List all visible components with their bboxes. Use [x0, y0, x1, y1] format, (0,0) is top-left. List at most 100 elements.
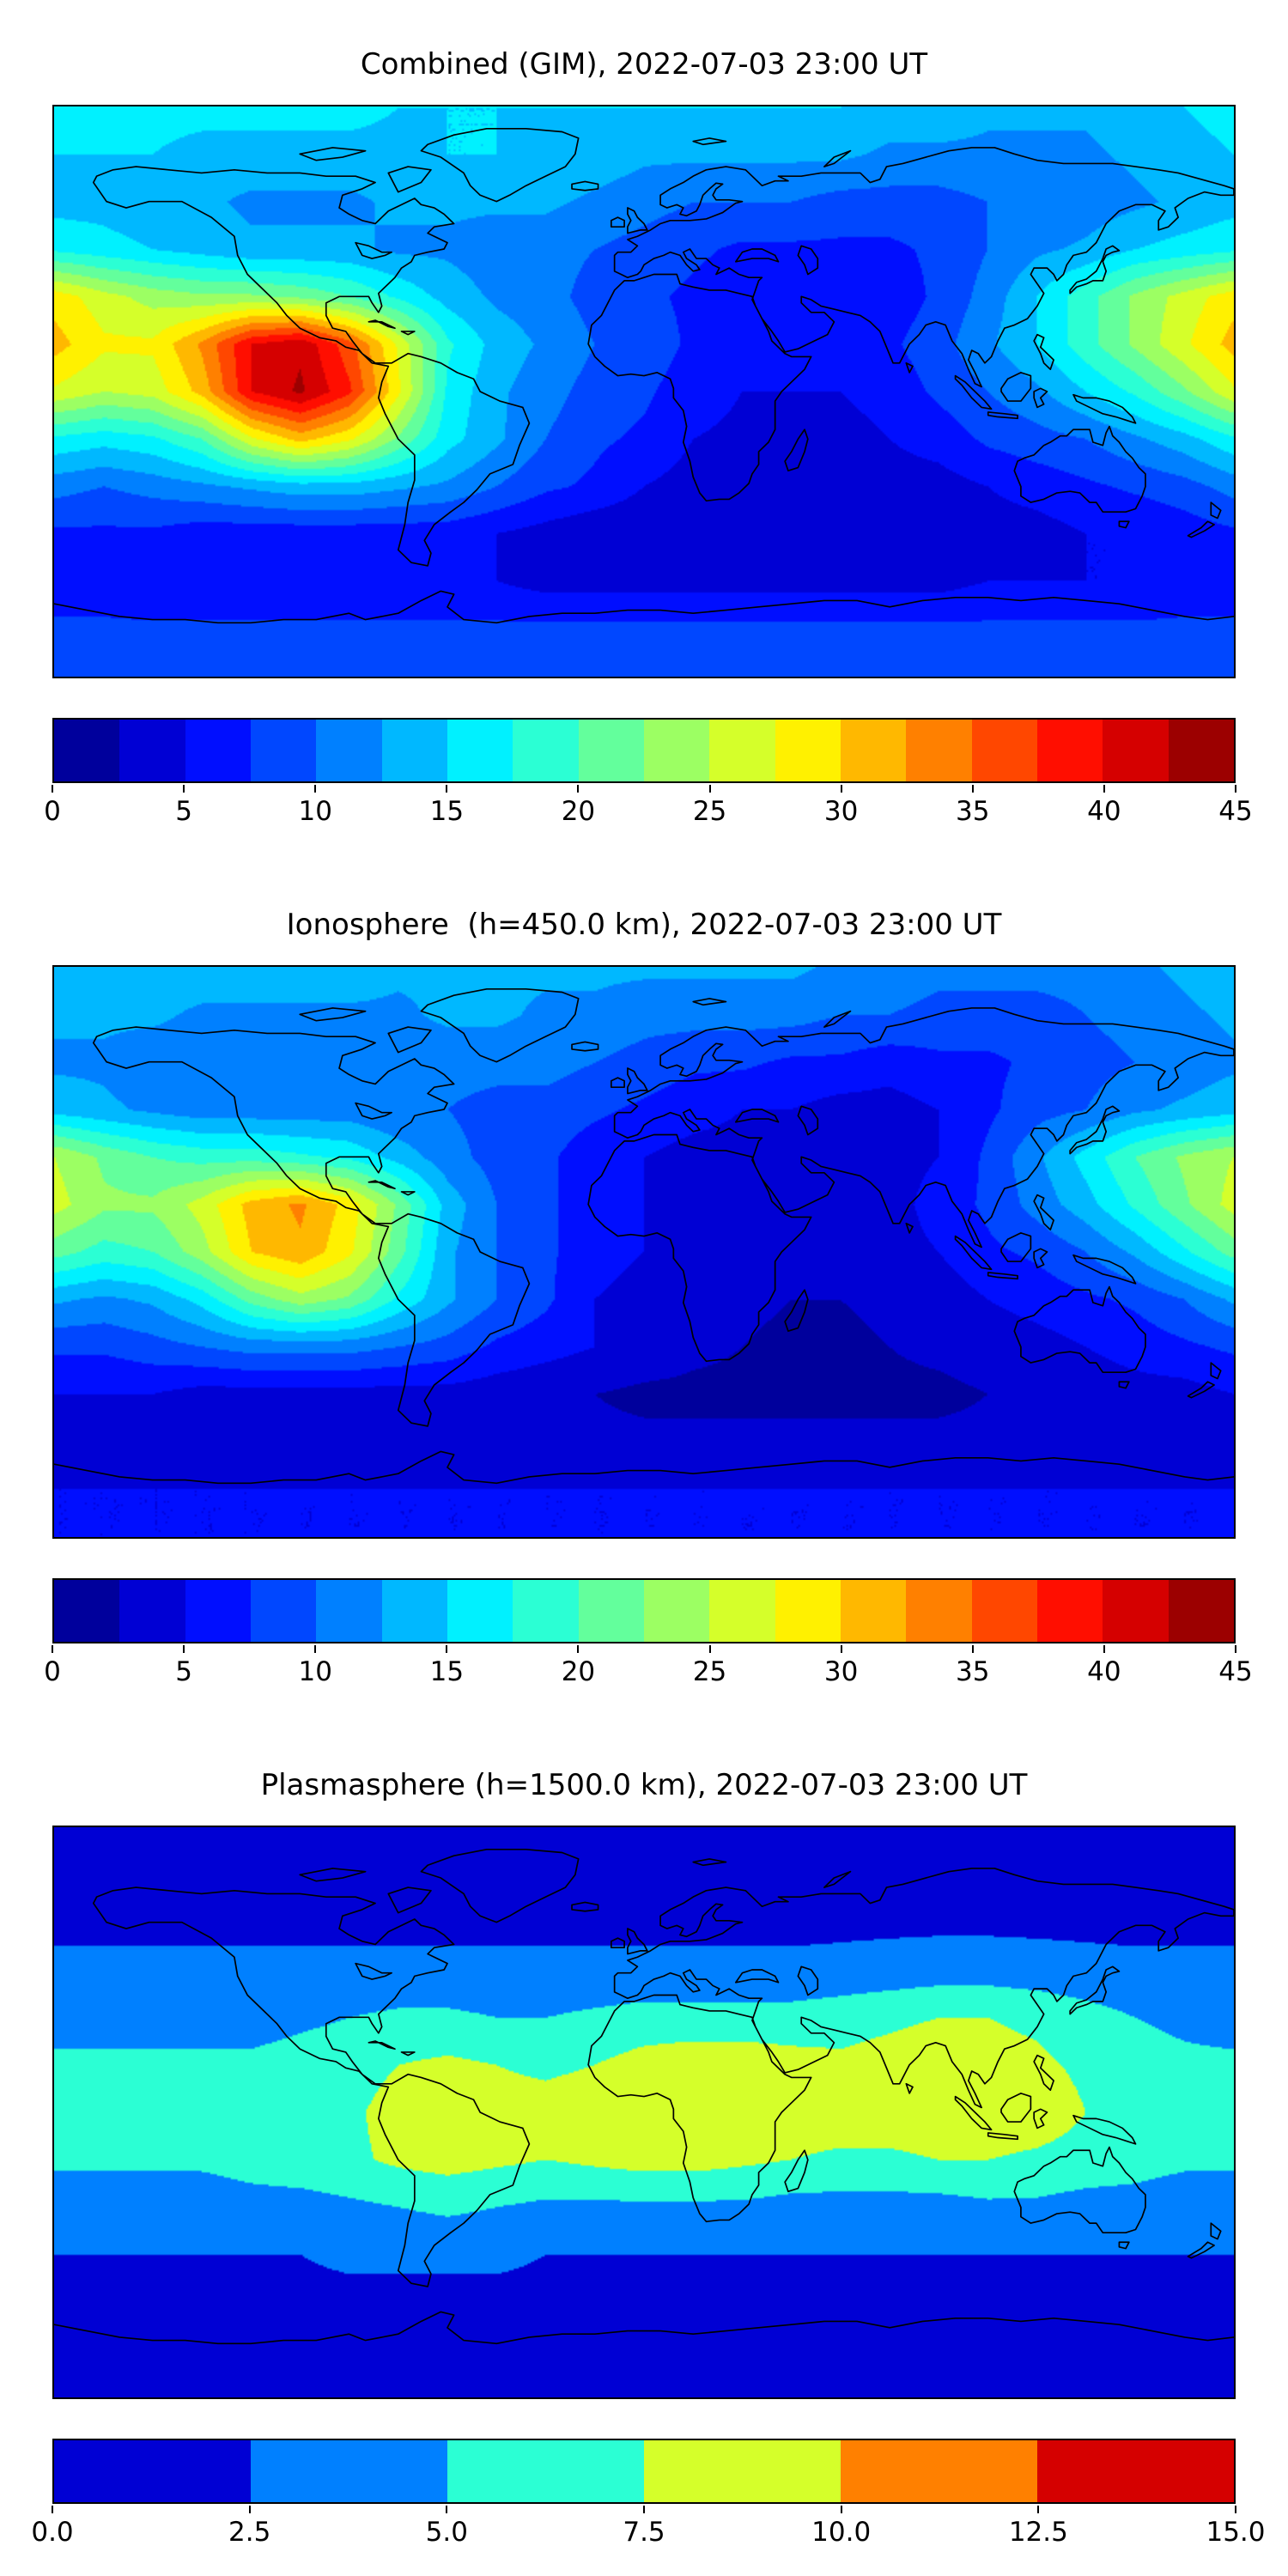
coastline-path	[92, 1848, 1234, 2287]
colorbar-segment	[1103, 720, 1169, 781]
colorbar-tick-label: 5.0	[425, 2517, 468, 2548]
colorbar-tick-label: 45	[1218, 796, 1253, 827]
colorbar-tick-mark	[840, 2506, 842, 2513]
colorbar-tick-label: 15.0	[1206, 2517, 1266, 2548]
colorbar-tick-mark	[314, 1645, 317, 1653]
colorbar-tick-mark	[1103, 1645, 1105, 1653]
colorbar-tick-mark	[971, 1645, 974, 1653]
colorbar-segment	[1036, 1580, 1103, 1642]
colorbar-tick-label: 15	[429, 1656, 465, 1687]
colorbar-segment	[775, 720, 841, 781]
colorbar-tick-mark	[446, 785, 448, 793]
antarctica-coast-path	[54, 1450, 1234, 1485]
colorbar-segment	[381, 1580, 447, 1642]
coastlines-overlay	[54, 1848, 1234, 2345]
colorbar	[52, 2439, 1236, 2504]
coastlines-overlay	[54, 987, 1234, 1485]
panel-plasmasphere: Plasmasphere (h=1500.0 km), 2022-07-03 2…	[31, 1692, 1266, 2552]
colorbar-segment	[251, 2440, 447, 2502]
colorbar-tick-mark	[971, 785, 974, 793]
colorbar-tick-label: 45	[1218, 1656, 1253, 1687]
colorbar-segment	[643, 1580, 710, 1642]
colorbar-segment	[316, 1580, 382, 1642]
coastline-path	[92, 127, 1234, 567]
colorbar-segment	[513, 720, 579, 781]
colorbar-tick-mark	[577, 1645, 580, 1653]
antarctica-coast-path	[54, 590, 1234, 624]
colorbar-tick-mark	[1235, 785, 1236, 793]
coastline-path	[92, 987, 1234, 1427]
colorbar-segment	[1168, 720, 1234, 781]
colorbar-tick-mark	[52, 2506, 53, 2513]
colorbar-tick-label: 10	[298, 1656, 332, 1687]
colorbar-tick-label: 2.5	[228, 2517, 271, 2548]
colorbar-tick-label: 15	[429, 796, 465, 827]
colorbar-segment	[54, 2440, 251, 2502]
map-combined	[52, 105, 1236, 678]
colorbar-segment	[447, 720, 513, 781]
colorbar-segment	[185, 720, 251, 781]
colorbar-tick-mark	[1235, 2506, 1236, 2513]
colorbar-segment	[381, 720, 447, 781]
colorbar-segment	[971, 1580, 1037, 1642]
colorbar-segment	[185, 1580, 251, 1642]
map-ionosphere	[52, 965, 1236, 1539]
colorbar-segment	[447, 1580, 513, 1642]
panel-title: Ionosphere (h=450.0 km), 2022-07-03 23:0…	[286, 908, 1002, 942]
colorbar-segment	[316, 720, 382, 781]
colorbar-segment	[1037, 2440, 1234, 2502]
colorbar-tick-label: 0.0	[31, 2517, 74, 2548]
panel-ionosphere: Ionosphere (h=450.0 km), 2022-07-03 23:0…	[44, 831, 1253, 1692]
colorbar-tick-mark	[708, 1645, 711, 1653]
colorbar-tick-mark	[840, 1645, 842, 1653]
colorbar-tick-label: 35	[956, 796, 990, 827]
antarctica-coast-path	[54, 2311, 1234, 2345]
colorbar-segment	[840, 720, 907, 781]
colorbar-ticks: 0 5 10 15 20 25 30 35 40 45	[44, 1645, 1253, 1692]
colorbar-tick-mark	[1037, 2506, 1040, 2513]
colorbar-tick-label: 40	[1087, 796, 1121, 827]
panel-combined: Combined (GIM), 2022-07-03 23:00 UT 0 5 10…	[44, 0, 1253, 831]
colorbar-segment	[643, 720, 710, 781]
colorbar-segment	[250, 720, 317, 781]
colorbar-segment	[447, 2440, 644, 2502]
colorbar-tick-label: 35	[956, 1656, 990, 1687]
tec-heatmap-canvas	[54, 106, 1234, 677]
colorbar-segment	[840, 1580, 907, 1642]
colorbar-segment	[54, 720, 120, 781]
colorbar-tick-label: 0	[44, 1656, 61, 1687]
colorbar-tick-mark	[1235, 1645, 1236, 1653]
colorbar-segment	[250, 1580, 317, 1642]
colorbar-tick-label: 10.0	[811, 2517, 872, 2548]
colorbar-tick-label: 40	[1087, 1656, 1121, 1687]
colorbar-segment	[1168, 1580, 1234, 1642]
colorbar-segment	[119, 720, 185, 781]
colorbar-ticks: 0 5 10 15 20 25 30 35 40 45	[44, 785, 1253, 831]
colorbar-tick-mark	[446, 1645, 448, 1653]
colorbar-tick-label: 20	[561, 796, 596, 827]
colorbar-tick-label: 25	[692, 796, 727, 827]
colorbar-tick-label: 5	[175, 1656, 192, 1687]
colorbar-tick-mark	[248, 2506, 251, 2513]
colorbar	[52, 718, 1236, 783]
colorbar-tick-mark	[314, 785, 317, 793]
tec-heatmap-canvas	[54, 1827, 1234, 2397]
colorbar-tick-label: 30	[823, 796, 859, 827]
colorbar-tick-label: 12.5	[1008, 2517, 1068, 2548]
colorbar-segment	[906, 1580, 972, 1642]
colorbar-tick-mark	[52, 785, 53, 793]
colorbar-tick-mark	[183, 785, 185, 793]
colorbar-tick-label: 0	[44, 796, 61, 827]
colorbar-ticks: 0.0 2.5 5.0 7.5 10.0 12.5 15.0	[31, 2506, 1266, 2552]
colorbar-segment	[775, 1580, 841, 1642]
colorbar-tick-mark	[1103, 785, 1105, 793]
colorbar-segment	[709, 720, 775, 781]
colorbar-segment	[971, 720, 1037, 781]
colorbar-segment	[513, 1580, 579, 1642]
colorbar-segment	[578, 1580, 644, 1642]
colorbar-tick-label: 25	[692, 1656, 727, 1687]
colorbar-tick-label: 20	[561, 1656, 596, 1687]
colorbar-tick-mark	[183, 1645, 185, 1653]
colorbar-tick-label: 5	[175, 796, 192, 827]
